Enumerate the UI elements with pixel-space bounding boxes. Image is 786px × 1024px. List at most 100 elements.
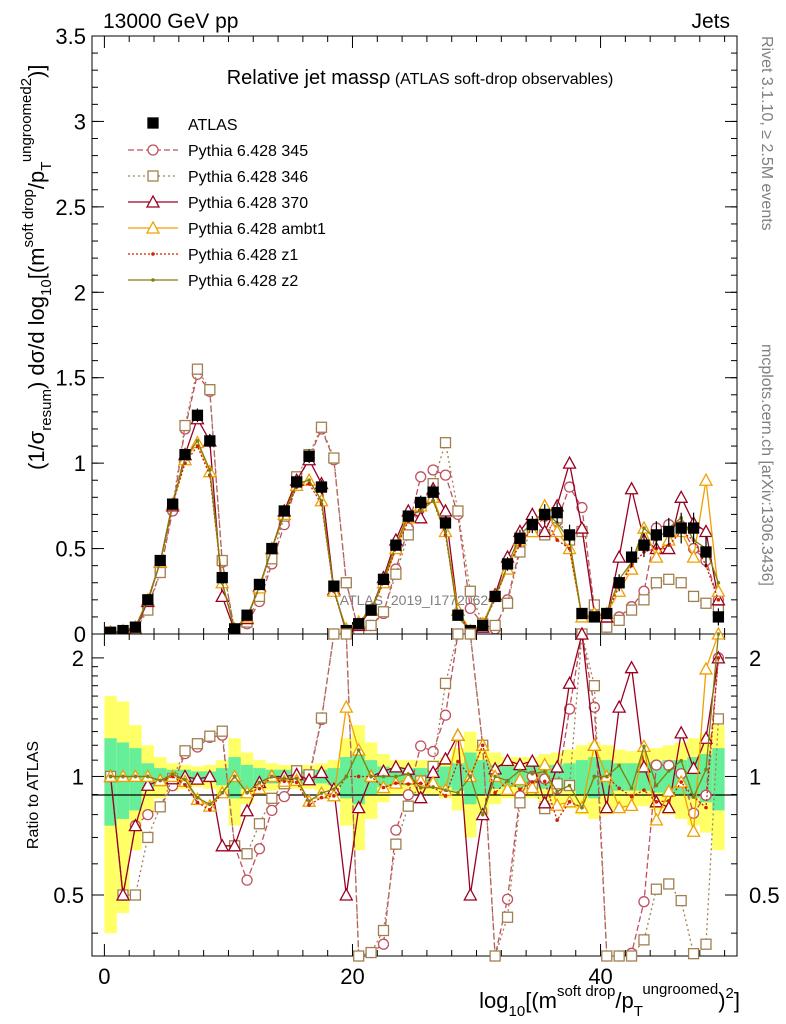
chart-title: Relative jet massρ (ATLAS soft-drop obse… [227, 67, 614, 89]
ratio-point [140, 777, 155, 791]
data-point [204, 435, 216, 447]
data-point [489, 590, 501, 603]
ratio-point [642, 788, 646, 792]
ratio-point [314, 765, 329, 779]
data-point [551, 507, 563, 519]
band-inner-bin [216, 768, 229, 786]
series-point [413, 510, 428, 524]
series-point [340, 577, 352, 589]
series-point [687, 590, 700, 603]
ratio-point [294, 780, 299, 785]
data-point [278, 505, 290, 517]
ratio-point [666, 769, 671, 773]
ratio-point [617, 786, 621, 791]
header-left: 13000 GeV pp [103, 10, 238, 33]
ratio-point [493, 790, 497, 795]
data-point [377, 573, 390, 585]
ratio-point [463, 887, 478, 901]
mcplots-label: mcplots.cern.ch [arXiv:1306.3436] [758, 344, 775, 586]
data-point [539, 508, 551, 521]
ratio-point [307, 803, 311, 807]
series-point [402, 529, 414, 541]
ratio-point [121, 774, 125, 779]
ratio-point [542, 769, 547, 774]
ratio-point [142, 831, 154, 844]
series-point [625, 604, 638, 616]
series-point [438, 503, 453, 517]
series-point [638, 594, 650, 606]
ratio-point [418, 786, 423, 790]
ratio-axis-ticks: 0.5 0.5 1 1 2 2 [53, 634, 780, 956]
x-axis-label-part: log [479, 988, 508, 1013]
ratio-point [512, 772, 528, 786]
ratio-point [344, 774, 349, 779]
data-point [390, 539, 402, 551]
ratio-point [514, 797, 526, 809]
x-axis-label-part: ] [734, 988, 740, 1013]
ratio-point [319, 791, 324, 795]
ratio-point [377, 938, 390, 950]
ratio-point [294, 776, 299, 781]
y-tick-label: 1 [74, 451, 86, 476]
ratio-point [563, 703, 576, 715]
series-point [537, 524, 552, 538]
rivet-version-label: Rivet 3.1.10, ≥ 2.5M events [758, 36, 775, 231]
ratio-point [567, 800, 572, 804]
ratio-point [501, 893, 514, 905]
series-point [612, 549, 627, 563]
ratio-point [394, 774, 398, 779]
ratio-point [638, 896, 650, 908]
x-axis-label-part: T [634, 1003, 643, 1020]
legend-label: Pythia 6.428 345 [188, 143, 308, 160]
ratio-point [716, 656, 721, 660]
y-axis-label-part: soft drop [20, 189, 37, 247]
ratio-point [413, 790, 428, 804]
ratio-point [406, 782, 411, 786]
ratio-tick-label: 2 [72, 646, 84, 671]
y-tick-label: 2.5 [55, 195, 86, 220]
series-point [315, 421, 328, 433]
ratio-point [587, 737, 602, 751]
ratio-point [613, 950, 625, 962]
x-axis-label-part: 2 [726, 985, 734, 1002]
band-inner-bin [476, 760, 489, 795]
ratio-point [257, 780, 262, 785]
ratio-point [654, 800, 659, 804]
ratio-point [257, 786, 262, 791]
ratio-point [638, 934, 650, 946]
ratio-point [315, 712, 328, 724]
legend-marker [147, 144, 159, 156]
ratio-point [377, 924, 390, 937]
ratio-point [550, 797, 565, 811]
y-axis-label-part: resum [38, 389, 55, 431]
ratio-point [215, 838, 230, 852]
x-tick-label: 40 [588, 964, 612, 989]
series-point [555, 538, 559, 542]
series-line [110, 417, 720, 634]
ratio-point [464, 628, 476, 640]
ratio-point [128, 818, 143, 832]
ratio-point [629, 786, 634, 791]
ratio-point [154, 801, 166, 813]
ratio-point [612, 800, 627, 814]
ratio-plot-panel: 0.5 0.5 1 1 2 2 [53, 626, 780, 962]
x-tick-labels: 0 20 40 [98, 964, 613, 989]
ratio-point [381, 774, 386, 779]
ratio-point [232, 774, 237, 779]
y-tick-label: 1.5 [55, 366, 86, 391]
series-point [439, 436, 452, 449]
ratio-point [195, 795, 200, 800]
data-point [142, 594, 154, 606]
y-axis-label-part: ) dσ/d log [24, 296, 49, 389]
data-point [415, 496, 427, 509]
data-point [625, 551, 638, 563]
series-point [698, 472, 714, 486]
ratio-point [415, 740, 427, 752]
data-point [315, 481, 328, 493]
ratio-tick-label: 1 [72, 764, 84, 789]
series-point [208, 468, 212, 472]
series-point [716, 598, 721, 602]
data-point [303, 450, 315, 462]
ratio-point [551, 778, 563, 790]
legend-label: Pythia 6.428 ambt1 [188, 221, 326, 238]
